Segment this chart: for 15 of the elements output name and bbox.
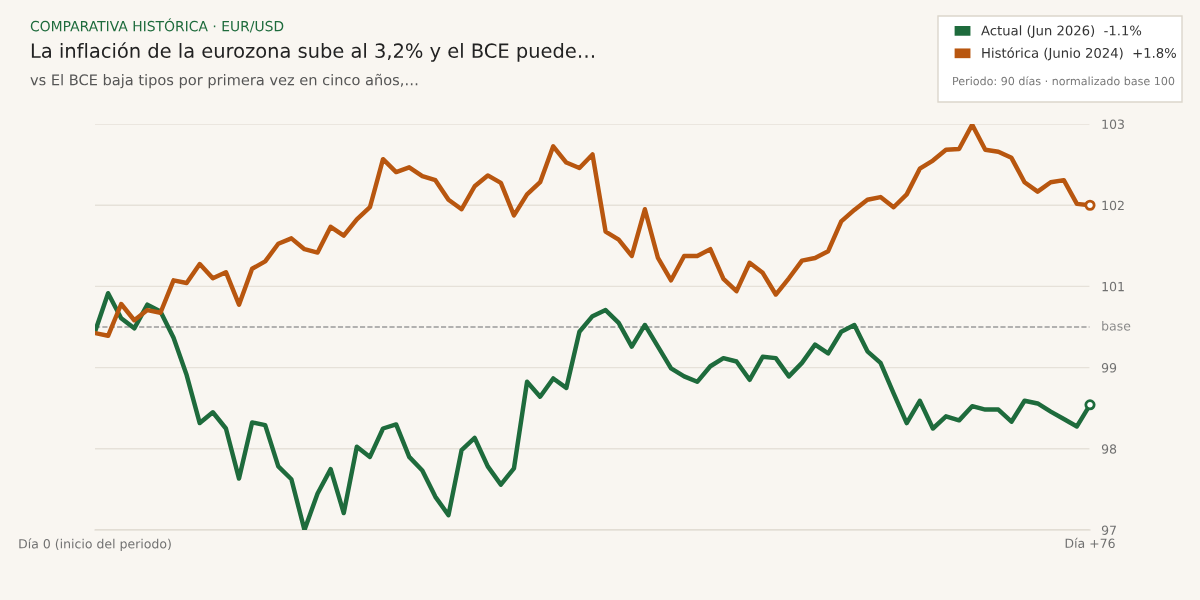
y-tick-label: 101 [1102,281,1124,292]
text: Periodo: 90 días · normalizado base 100 [953,76,1175,86]
y-tick-label: 102 [1102,200,1124,211]
y-tick-label: 103 [1102,119,1124,129]
ref-line-label: base [1102,320,1131,331]
chart-subtitle: vs El BCE baja tipos por primera vez en cinco años,… [30,73,418,89]
chart-title: La inflación de la eurozona sube al 3,2% y el BCE puede… [31,42,594,62]
y-tick-label: 99 [1101,363,1117,373]
x-tick-label: Día 0 (inicio del periodo) [19,538,171,551]
legend-label: Actual (Jun 2026) -1.1% [981,25,1142,38]
legend-label: Histórica (Junio 2024) +1.8% [982,47,1176,61]
y-tick-label: 97 [1101,525,1116,535]
text: COMPARATIVA HISTÓRICA · EUR/USD [30,18,284,33]
y-tick-label: 98 [1101,444,1117,454]
x-tick-label: Día +76 [1065,537,1115,549]
